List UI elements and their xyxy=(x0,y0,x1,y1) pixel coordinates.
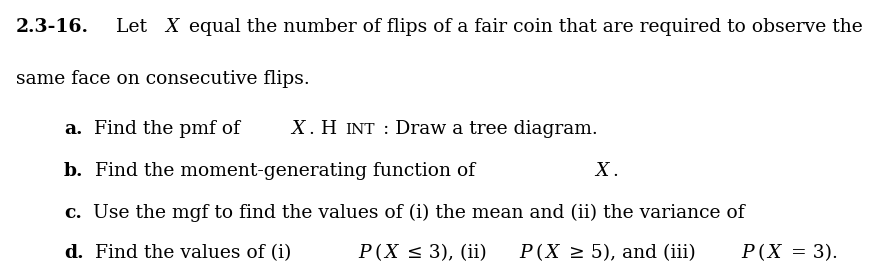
Text: (: ( xyxy=(758,244,765,262)
Text: ≤ 3), (ii): ≤ 3), (ii) xyxy=(401,244,493,262)
Text: .: . xyxy=(613,162,618,180)
Text: : Draw a tree diagram.: : Draw a tree diagram. xyxy=(384,120,598,138)
Text: X: X xyxy=(545,244,559,262)
Text: X: X xyxy=(767,244,781,262)
Text: = 3).: = 3). xyxy=(785,244,837,262)
Text: X: X xyxy=(384,244,397,262)
Text: P: P xyxy=(519,244,532,262)
Text: INT: INT xyxy=(345,123,375,137)
Text: Use the mgf to find the values of (i) the mean and (ii) the variance of: Use the mgf to find the values of (i) th… xyxy=(87,204,750,222)
Text: a.: a. xyxy=(64,120,83,138)
Text: X: X xyxy=(595,162,608,180)
Text: X: X xyxy=(291,120,305,138)
Text: P: P xyxy=(358,244,371,262)
Text: d.: d. xyxy=(64,244,83,262)
Text: same face on consecutive flips.: same face on consecutive flips. xyxy=(16,70,310,88)
Text: Find the moment-generating function of: Find the moment-generating function of xyxy=(89,162,481,180)
Text: (: ( xyxy=(375,244,382,262)
Text: (: ( xyxy=(535,244,543,262)
Text: Find the values of (i): Find the values of (i) xyxy=(90,244,297,262)
Text: b.: b. xyxy=(64,162,83,180)
Text: P: P xyxy=(741,244,754,262)
Text: . H: . H xyxy=(309,120,337,138)
Text: equal the number of flips of a fair coin that are required to observe the: equal the number of flips of a fair coin… xyxy=(183,18,862,36)
Text: 2.3-16.: 2.3-16. xyxy=(16,18,89,36)
Text: ≥ 5), and (iii): ≥ 5), and (iii) xyxy=(563,244,702,262)
Text: c.: c. xyxy=(64,204,82,222)
Text: Let: Let xyxy=(110,18,153,36)
Text: Find the pmf of: Find the pmf of xyxy=(88,120,246,138)
Text: X: X xyxy=(166,18,179,36)
